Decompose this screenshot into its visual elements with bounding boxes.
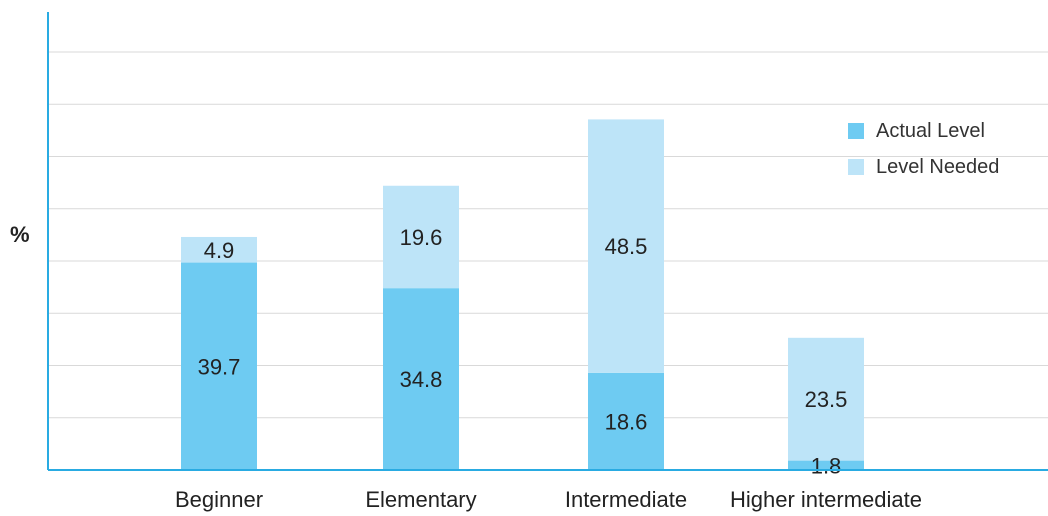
legend: Actual Level Level Needed <box>848 118 999 190</box>
x-tick-labels: Beginner Elementary Intermediate Higher int… <box>175 487 922 512</box>
bars <box>181 119 864 470</box>
bar-level-needed <box>588 119 664 373</box>
bar-level-needed <box>383 185 459 289</box>
data-label: 39.7 <box>198 354 241 379</box>
data-label: 18.6 <box>605 409 648 434</box>
legend-label-level-needed: Level Needed <box>876 155 1000 178</box>
legend-swatch-level-needed <box>848 159 864 175</box>
data-label: 48.5 <box>605 234 648 259</box>
legend-swatch-actual-level <box>848 123 864 139</box>
bar-level-needed <box>788 337 864 461</box>
bar-actual-level <box>383 288 459 470</box>
legend-label-actual-level: Actual Level <box>876 119 985 142</box>
data-label: 34.8 <box>400 367 443 392</box>
legend-item-level-needed: Level Needed <box>848 154 999 180</box>
x-tick-label: Beginner <box>175 487 263 512</box>
bar-level-needed <box>181 236 257 263</box>
legend-item-actual-level: Actual Level <box>848 118 999 144</box>
data-label: 19.6 <box>400 225 443 250</box>
bar-actual-level <box>788 460 864 470</box>
y-axis-label: % <box>10 222 30 247</box>
value-labels: 39.7 4.9 34.8 19.6 18.6 48.5 1.8 23.5 <box>198 225 848 478</box>
bar-actual-level <box>181 262 257 470</box>
bar-actual-level <box>588 372 664 470</box>
data-label: 4.9 <box>204 238 235 263</box>
data-label: 1.8 <box>811 453 842 478</box>
data-label: 23.5 <box>805 387 848 412</box>
x-tick-label: Intermediate <box>565 487 687 512</box>
x-tick-label: Elementary <box>365 487 476 512</box>
x-tick-label: Higher intermediate <box>730 487 922 512</box>
